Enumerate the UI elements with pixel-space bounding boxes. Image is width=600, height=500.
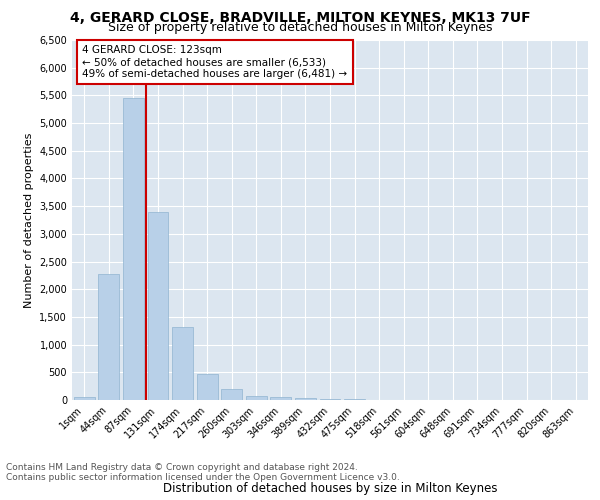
Text: 4, GERARD CLOSE, BRADVILLE, MILTON KEYNES, MK13 7UF: 4, GERARD CLOSE, BRADVILLE, MILTON KEYNE… (70, 11, 530, 25)
Bar (320, 399, 340, 400)
Text: Size of property relative to detached houses in Milton Keynes: Size of property relative to detached ho… (108, 21, 492, 34)
Bar (271, 397, 292, 400)
Bar (98, 274, 119, 400)
Bar (221, 388, 242, 400)
Bar (295, 398, 316, 400)
X-axis label: Distribution of detached houses by size in Milton Keynes: Distribution of detached houses by size … (163, 482, 497, 494)
Y-axis label: Number of detached properties: Number of detached properties (24, 132, 34, 308)
Bar (123, 98, 144, 400)
Bar (172, 328, 193, 400)
Text: Contains public sector information licensed under the Open Government Licence v3: Contains public sector information licen… (6, 472, 400, 482)
Bar (246, 396, 267, 400)
Bar (197, 374, 218, 400)
Bar (74, 396, 95, 400)
Text: Contains HM Land Registry data © Crown copyright and database right 2024.: Contains HM Land Registry data © Crown c… (6, 462, 358, 471)
Text: 4 GERARD CLOSE: 123sqm
← 50% of detached houses are smaller (6,533)
49% of semi-: 4 GERARD CLOSE: 123sqm ← 50% of detached… (82, 46, 347, 78)
Bar (148, 212, 169, 400)
